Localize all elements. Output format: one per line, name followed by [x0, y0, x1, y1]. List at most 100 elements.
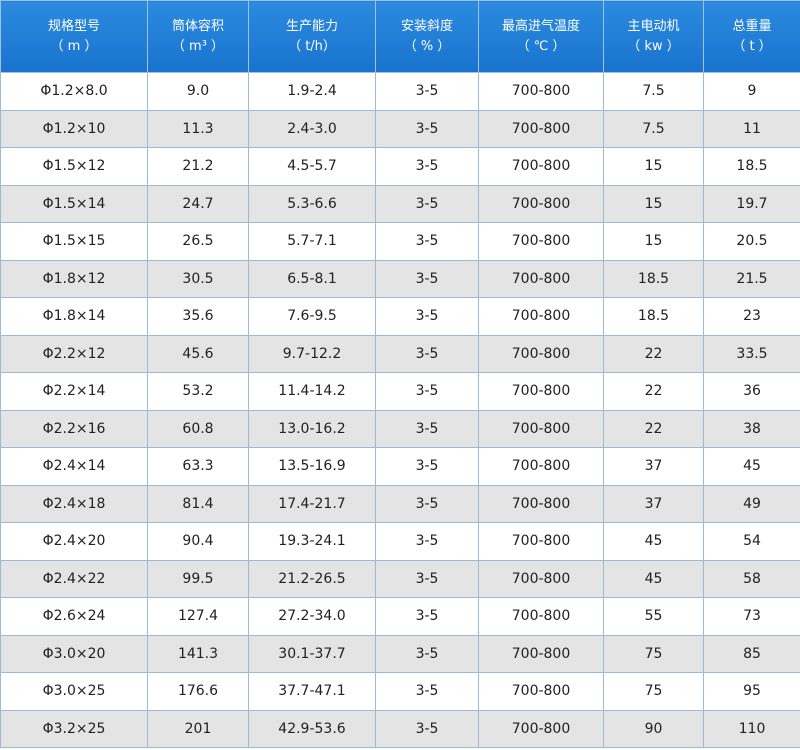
header-cell: 筒体容积 （ m³ ）	[147, 0, 249, 73]
table-row: Φ3.0×20 141.3 30.1-37.7 3-5 700-800 75 85	[0, 634, 800, 673]
table-row: Φ3.2×25 201 42.9-53.6 3-5 700-800 90 110	[0, 709, 800, 748]
header-cell: 安装斜度 （ % ）	[375, 0, 479, 73]
header-text: （ t/h）	[288, 38, 336, 54]
table-cell: 3-5	[375, 72, 479, 111]
table-cell: 176.6	[147, 672, 249, 711]
table-cell: 55	[603, 597, 704, 636]
table-cell: 3-5	[375, 522, 479, 561]
table-cell: 75	[603, 672, 704, 711]
table-row: Φ1.5×12 21.2 4.5-5.7 3-5 700-800 15 18.5	[0, 147, 800, 186]
table-cell: 5.3-6.6	[248, 184, 376, 223]
table-cell: 19.3-24.1	[248, 522, 376, 561]
table-cell: Φ2.4×14	[0, 447, 148, 486]
table-cell: 37	[603, 447, 704, 486]
table-cell: Φ3.0×20	[0, 634, 148, 673]
table-cell: Φ1.5×14	[0, 184, 148, 223]
table-cell: Φ2.2×14	[0, 372, 148, 411]
table-cell: 45	[603, 559, 704, 598]
table-body: Φ1.2×8.0 9.0 1.9-2.4 3-5 700-800 7.5 9 Φ1.2×10 1…	[0, 72, 800, 748]
table-cell: 11.3	[147, 109, 249, 148]
table-cell: 13.5-16.9	[248, 447, 376, 486]
table-cell: 30.1-37.7	[248, 634, 376, 673]
table-cell: 700-800	[478, 109, 604, 148]
table-cell: Φ2.4×18	[0, 484, 148, 523]
table-cell: 15	[603, 222, 704, 261]
table-cell: 5.7-7.1	[248, 222, 376, 261]
table-cell: 35.6	[147, 297, 249, 336]
table-cell: 22	[603, 409, 704, 448]
table-cell: 6.5-8.1	[248, 259, 376, 298]
header-text: 筒体容积	[171, 18, 224, 34]
table-cell: 700-800	[478, 259, 604, 298]
table-cell: 19.7	[703, 184, 800, 223]
header-row: 规格型号 （ m ） 筒体容积 （ m³ ） 生产能力 （ t/h） 安装斜度 （ % ） 最高…	[0, 0, 800, 73]
table-cell: 700-800	[478, 334, 604, 373]
table-cell: Φ3.0×25	[0, 672, 148, 711]
table-cell: 38	[703, 409, 800, 448]
table-cell: 58	[703, 559, 800, 598]
table-cell: 700-800	[478, 147, 604, 186]
table-cell: 700-800	[478, 222, 604, 261]
header-text: （ t ）	[732, 38, 772, 54]
table-cell: 3-5	[375, 409, 479, 448]
table-cell: 3-5	[375, 184, 479, 223]
header-cell: 主电动机 （ kw ）	[603, 0, 704, 73]
table-cell: 700-800	[478, 409, 604, 448]
table-cell: 99.5	[147, 559, 249, 598]
table-cell: 3-5	[375, 334, 479, 373]
table-row: Φ2.2×14 53.2 11.4-14.2 3-5 700-800 22 36	[0, 372, 800, 411]
header-cell: 总重量 （ t ）	[703, 0, 800, 73]
header-cell: 最高进气温度 （ ℃ ）	[478, 0, 604, 73]
table-cell: Φ1.8×14	[0, 297, 148, 336]
table-cell: 3-5	[375, 147, 479, 186]
table-cell: 700-800	[478, 672, 604, 711]
table-cell: 700-800	[478, 559, 604, 598]
table-cell: Φ2.4×22	[0, 559, 148, 598]
table-cell: 700-800	[478, 597, 604, 636]
table-cell: 37	[603, 484, 704, 523]
table-cell: 3-5	[375, 109, 479, 148]
table-cell: 23	[703, 297, 800, 336]
header-text: （ m³ ）	[171, 38, 225, 54]
table-cell: 110	[703, 709, 800, 748]
table-cell: Φ3.2×25	[0, 709, 148, 748]
table-row: Φ1.5×14 24.7 5.3-6.6 3-5 700-800 15 19.7	[0, 184, 800, 223]
table-cell: 3-5	[375, 447, 479, 486]
table-cell: 75	[603, 634, 704, 673]
table-cell: 700-800	[478, 522, 604, 561]
table-cell: 4.5-5.7	[248, 147, 376, 186]
table-cell: 9.0	[147, 72, 249, 111]
table-cell: 54	[703, 522, 800, 561]
header-text: 生产能力	[285, 18, 338, 34]
table-cell: Φ1.5×15	[0, 222, 148, 261]
table-cell: 3-5	[375, 634, 479, 673]
header-text: 最高进气温度	[501, 18, 580, 34]
table-cell: 18.5	[703, 147, 800, 186]
table-cell: Φ2.2×12	[0, 334, 148, 373]
table-cell: 13.0-16.2	[248, 409, 376, 448]
table-cell: 9.7-12.2	[248, 334, 376, 373]
table-cell: Φ1.2×10	[0, 109, 148, 148]
table-cell: 22	[603, 334, 704, 373]
table-cell: 3-5	[375, 297, 479, 336]
table-cell: 22	[603, 372, 704, 411]
table-row: Φ3.0×25 176.6 37.7-47.1 3-5 700-800 75 95	[0, 672, 800, 711]
table-row: Φ2.2×12 45.6 9.7-12.2 3-5 700-800 22 33.5	[0, 334, 800, 373]
table-row: Φ2.4×14 63.3 13.5-16.9 3-5 700-800 37 45	[0, 447, 800, 486]
table-cell: Φ2.4×20	[0, 522, 148, 561]
header-cell: 生产能力 （ t/h）	[248, 0, 376, 73]
table-cell: 42.9-53.6	[248, 709, 376, 748]
header-text: 安装斜度	[400, 18, 453, 34]
table-cell: 3-5	[375, 559, 479, 598]
table-cell: 45	[603, 522, 704, 561]
table-cell: 700-800	[478, 709, 604, 748]
table-cell: 2.4-3.0	[248, 109, 376, 148]
table-cell: 81.4	[147, 484, 249, 523]
table-cell: 3-5	[375, 709, 479, 748]
table-cell: 21.2	[147, 147, 249, 186]
table-cell: 15	[603, 147, 704, 186]
table-row: Φ1.8×12 30.5 6.5-8.1 3-5 700-800 18.5 21.5	[0, 259, 800, 298]
table-cell: 63.3	[147, 447, 249, 486]
table-cell: Φ2.2×16	[0, 409, 148, 448]
